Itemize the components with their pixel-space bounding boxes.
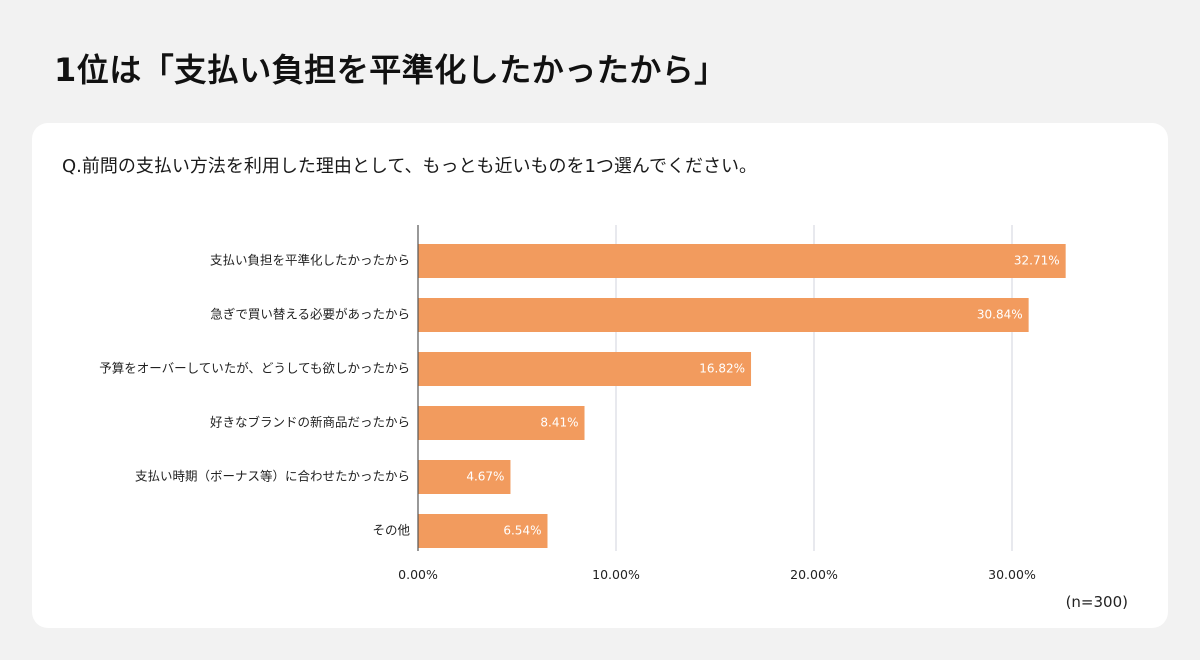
- category-label: その他: [372, 523, 410, 538]
- bar: [418, 514, 548, 548]
- bar-chart: 支払い負担を平準化したかったから 32.71% 急ぎで買い替える必要があったから 30…: [99, 225, 1066, 582]
- data-label: 6.54%: [503, 524, 541, 538]
- category-label: 好きなブランドの新商品だったから: [210, 415, 410, 430]
- x-tick-label: 0.00%: [398, 567, 438, 582]
- bar: [418, 460, 511, 494]
- data-label: 32.71%: [1014, 254, 1060, 268]
- sample-size-note: (n=300): [1065, 593, 1128, 611]
- category-label: 急ぎで買い替える必要があったから: [210, 307, 410, 322]
- bar: [418, 298, 1029, 332]
- headline: 1位は「支払い負担を平準化したかったから」: [54, 51, 727, 89]
- category-label: 支払い時期（ボーナス等）に合わせたかったから: [135, 469, 410, 484]
- data-label: 30.84%: [977, 308, 1023, 322]
- category-label: 予算をオーバーしていたが、どうしても欲しかったから: [99, 361, 410, 376]
- x-tick-label: 30.00%: [988, 567, 1036, 582]
- x-tick-label: 20.00%: [790, 567, 838, 582]
- x-tick-label: 10.00%: [592, 567, 640, 582]
- data-label: 4.67%: [466, 470, 504, 484]
- bar: [418, 352, 752, 386]
- chart-card: Q.前問の支払い方法を利用した理由として、もっとも近いものを1つ選んでください。…: [32, 123, 1168, 628]
- category-label: 支払い負担を平準化したかったから: [210, 253, 410, 268]
- data-label: 8.41%: [540, 416, 578, 430]
- data-label: 16.82%: [699, 362, 745, 376]
- bar: [418, 244, 1066, 278]
- question-text: Q.前問の支払い方法を利用した理由として、もっとも近いものを1つ選んでください。: [62, 156, 757, 177]
- bar: [418, 406, 585, 440]
